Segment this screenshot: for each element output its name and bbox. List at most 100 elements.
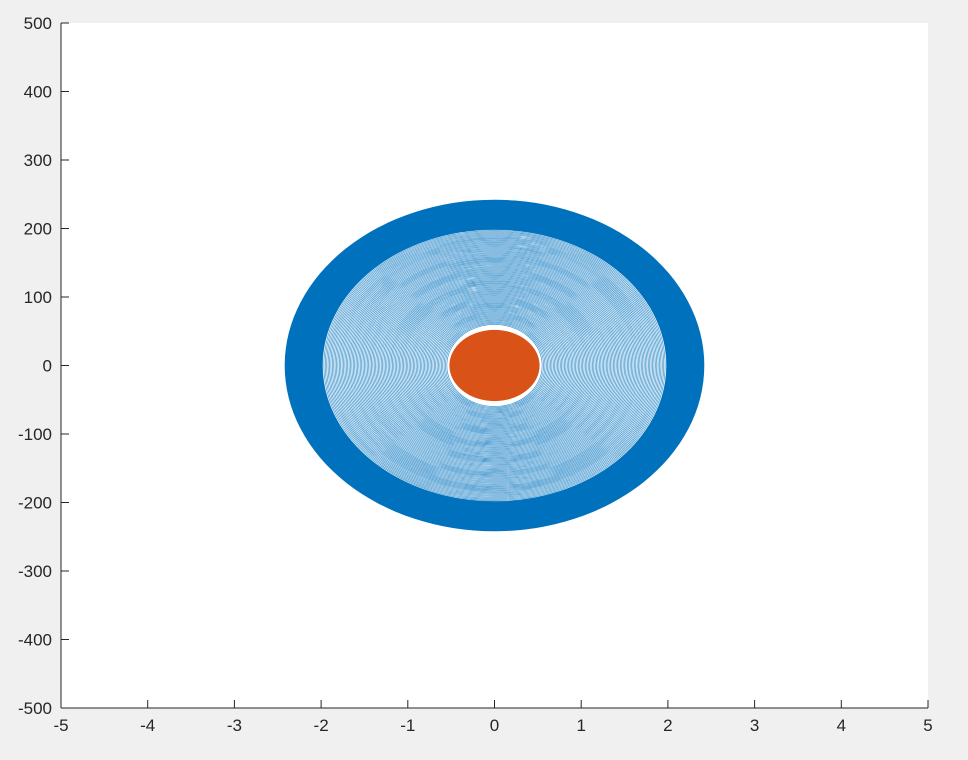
series-1-curve	[400, 288, 589, 443]
series-1-curve	[373, 268, 616, 463]
series-1-curve	[343, 245, 646, 486]
x-tick-label: -1	[400, 716, 415, 735]
series-1-curve	[330, 235, 659, 496]
y-tick-label: 300	[24, 151, 52, 170]
y-tick-label: 200	[24, 220, 52, 239]
series-1-curve	[446, 324, 543, 407]
series-1-curve	[382, 275, 607, 456]
series-1-curve	[405, 293, 584, 438]
series-1-curve	[422, 305, 567, 426]
series-1-curve	[440, 319, 549, 412]
series-1-curve	[338, 242, 651, 489]
series-1-curve	[421, 304, 568, 427]
y-axis-ticks: 500 400 300 200 100 0 -100 -200 -300 -400 -500	[18, 14, 69, 718]
series-1-curve	[357, 255, 632, 476]
series-1-curve	[352, 252, 637, 479]
series-1-curve	[389, 280, 600, 451]
series-1-curve	[327, 233, 662, 498]
series-1-curve	[443, 321, 546, 410]
x-tick-label: -5	[53, 716, 68, 735]
series-1-curve	[435, 315, 554, 416]
series-1-curve	[324, 231, 665, 500]
series-1-curve	[415, 300, 574, 431]
series-2-filled-core	[449, 329, 540, 402]
series-1-curve	[348, 249, 641, 482]
series-1-curve	[336, 239, 653, 492]
series-1-curve	[371, 266, 618, 465]
x-tick-label: -2	[314, 716, 329, 735]
series-1-curve	[368, 264, 621, 467]
series-1-curve	[380, 273, 609, 458]
series-1-curve	[383, 276, 606, 455]
series-1-curve	[396, 285, 593, 446]
series-1-curve	[426, 309, 563, 422]
series-1-curve	[391, 282, 598, 449]
y-tick-label: -400	[18, 631, 52, 650]
y-tick-label: -300	[18, 562, 52, 581]
series-1-curve	[322, 229, 667, 502]
series-1-curve	[408, 295, 581, 436]
series-1-curve	[394, 284, 595, 447]
series-1-curve	[323, 230, 666, 501]
series-1-curve	[345, 247, 644, 484]
series-1-curve	[419, 303, 570, 428]
series-1-curve	[347, 248, 642, 483]
y-tick-label: 400	[24, 83, 52, 102]
series-1-curve	[366, 263, 623, 468]
x-tick-label: 1	[576, 716, 585, 735]
series-1-curve	[429, 311, 560, 420]
series-1-curve	[411, 297, 578, 434]
series-1-curve	[334, 238, 655, 493]
series-1-curve	[354, 253, 635, 478]
series-1-curve	[364, 261, 625, 470]
series-1-curve	[376, 270, 613, 461]
series-1-curve	[432, 313, 557, 418]
series-1-curve	[407, 294, 582, 437]
series-1-curve	[326, 232, 663, 499]
x-tick-label: 2	[663, 716, 672, 735]
series-1-curve	[386, 278, 603, 453]
series-1-curve	[351, 251, 638, 480]
series-1-curve	[350, 250, 639, 481]
series-1-curve	[337, 240, 652, 491]
x-axis-ticks: -5 -4 -3 -2 -1 0 1 2 3 4 5	[53, 700, 933, 735]
series-1-curve	[387, 279, 602, 452]
series-1-curve	[425, 308, 564, 423]
series-1-curve	[438, 317, 551, 414]
series-1-curve	[379, 272, 610, 459]
x-tick-label: -3	[227, 716, 242, 735]
series-1-curve	[424, 307, 565, 424]
series-1-curve	[375, 269, 614, 462]
y-tick-label: 100	[24, 288, 52, 307]
series-1-curve	[428, 310, 561, 421]
y-tick-label: -100	[18, 425, 52, 444]
series-1-curve	[410, 296, 579, 435]
x-tick-label: 0	[490, 716, 499, 735]
series-1-curve	[397, 286, 592, 445]
y-tick-label: 0	[43, 357, 52, 376]
series-1-curve	[436, 316, 553, 415]
series-1-curve	[331, 236, 658, 495]
series-1-curve	[433, 314, 556, 417]
series-1-curve	[445, 322, 544, 409]
x-tick-label: 3	[750, 716, 759, 735]
y-tick-label: 500	[24, 14, 52, 33]
x-tick-label: 5	[923, 716, 932, 735]
series-1-curve	[418, 302, 571, 429]
plot-area	[284, 199, 705, 532]
series-1-curve	[431, 312, 558, 419]
series-1-curve	[340, 243, 649, 488]
series-1-curve	[359, 257, 630, 474]
y-tick-label: -500	[18, 699, 52, 718]
series-1-curve	[365, 262, 624, 469]
y-tick-label: -200	[18, 494, 52, 513]
series-1-curve	[377, 271, 612, 460]
series-1-curve	[361, 259, 628, 472]
series-1-curve	[412, 298, 577, 433]
series-1-curve	[355, 254, 634, 477]
series-1-curve	[390, 281, 599, 450]
series-1-curve	[372, 267, 617, 464]
series-1-curve	[393, 283, 596, 448]
series-1-curve	[369, 265, 620, 466]
